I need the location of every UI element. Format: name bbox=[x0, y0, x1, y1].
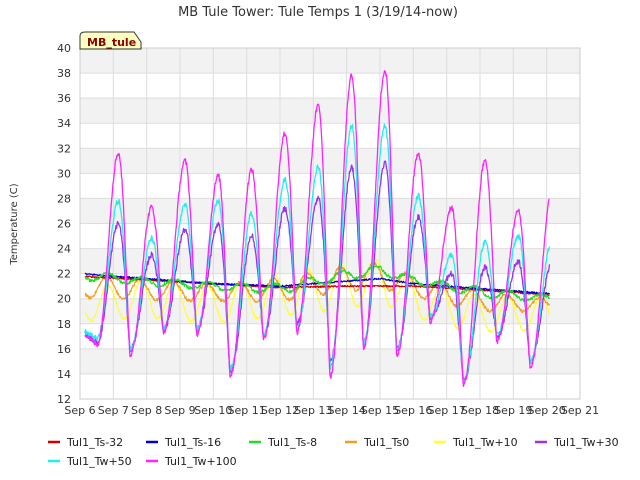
series-line-tul1-tw-100 bbox=[84, 70, 550, 388]
plot-band bbox=[80, 148, 580, 174]
y-tick-label: 20 bbox=[57, 293, 71, 306]
legend-item: Tul1_Tw+10 bbox=[434, 436, 518, 449]
x-tick-label: Sep 19 bbox=[494, 404, 532, 417]
x-tick-label: Sep 15 bbox=[361, 404, 399, 417]
y-tick-label: 18 bbox=[57, 318, 71, 331]
x-tick-label: Sep 13 bbox=[294, 404, 332, 417]
legend-item: Tul1_Ts-16 bbox=[146, 436, 221, 449]
y-tick-label: 32 bbox=[57, 142, 71, 155]
y-tick-label: 34 bbox=[57, 117, 71, 130]
legend-item: Tul1_Ts0 bbox=[345, 436, 409, 449]
x-tick-label: Sep 7 bbox=[98, 404, 129, 417]
legend-label: Tul1_Tw+100 bbox=[164, 455, 237, 468]
plot-band bbox=[80, 198, 580, 224]
series-line-tul1-ts-32 bbox=[84, 275, 550, 297]
legend: Tul1_Ts-32 Tul1_Ts-16 Tul1_Ts-8 Tul1_Ts0 Tul… bbox=[48, 436, 619, 468]
legend-label: Tul1_Tw+30 bbox=[553, 436, 619, 449]
series-layer bbox=[84, 70, 551, 388]
legend-item: Tul1_Tw+30 bbox=[535, 436, 619, 449]
x-tick-label: Sep 9 bbox=[164, 404, 195, 417]
plot-band bbox=[80, 98, 580, 124]
series-line-tul1-tw-10 bbox=[84, 256, 551, 333]
y-tick-label: 24 bbox=[57, 243, 71, 256]
y-tick-label: 12 bbox=[57, 393, 71, 406]
legend-item: Tul1_Ts-8 bbox=[249, 436, 317, 449]
y-tick-label: 38 bbox=[57, 67, 71, 80]
x-tick-label: Sep 11 bbox=[228, 404, 266, 417]
legend-item: Tul1_Tw+100 bbox=[146, 455, 237, 468]
y-tick-label: 40 bbox=[57, 42, 71, 55]
legend-label: Tul1_Ts-8 bbox=[267, 436, 317, 449]
plot-band bbox=[80, 248, 580, 274]
legend-label: Tul1_Tw+50 bbox=[66, 455, 132, 468]
legend-label: Tul1_Ts-32 bbox=[66, 436, 123, 449]
legend-label: Tul1_Ts-16 bbox=[164, 436, 221, 449]
plot-band bbox=[80, 48, 580, 74]
x-tick-label: Sep 14 bbox=[328, 404, 366, 417]
legend-label: Tul1_Tw+10 bbox=[452, 436, 518, 449]
y-axis-label: Temperature (C) bbox=[9, 183, 20, 265]
y-ticks: 12 14 16 18 20 22 24 26 28 30 32 34 36 38 40 bbox=[57, 42, 71, 406]
x-tick-label: Sep 18 bbox=[461, 404, 499, 417]
x-tick-label: Sep 6 bbox=[64, 404, 95, 417]
legend-item: Tul1_Tw+50 bbox=[48, 455, 132, 468]
y-tick-label: 22 bbox=[57, 268, 71, 281]
x-tick-label: Sep 8 bbox=[131, 404, 162, 417]
series-line-tul1-ts-16 bbox=[84, 272, 551, 295]
chart-title: MB Tule Tower: Tule Temps 1 (3/19/14-now… bbox=[178, 5, 458, 20]
legend-item: Tul1_Ts-32 bbox=[48, 436, 123, 449]
series-line-tul1-ts-8 bbox=[84, 264, 551, 303]
y-tick-label: 36 bbox=[57, 92, 71, 105]
y-tick-label: 28 bbox=[57, 192, 71, 205]
legend-label: Tul1_Ts0 bbox=[363, 436, 409, 449]
badge-label: MB_tule bbox=[87, 36, 136, 49]
y-tick-label: 30 bbox=[57, 167, 71, 180]
badge-shape bbox=[79, 31, 142, 50]
x-tick-label: Sep 20 bbox=[528, 404, 566, 417]
x-tick-label: Sep 21 bbox=[561, 404, 599, 417]
x-tick-label: Sep 16 bbox=[394, 404, 432, 417]
x-tick-label: Sep 12 bbox=[261, 404, 299, 417]
y-tick-label: 14 bbox=[57, 368, 71, 381]
y-tick-label: 16 bbox=[57, 343, 71, 356]
x-tick-label: Sep 17 bbox=[428, 404, 466, 417]
site-badge: MB_tule bbox=[79, 31, 142, 50]
x-tick-label: Sep 10 bbox=[194, 404, 232, 417]
plot-bands bbox=[80, 48, 580, 374]
plot-frame bbox=[79, 47, 581, 400]
y-tick-label: 26 bbox=[57, 218, 71, 231]
